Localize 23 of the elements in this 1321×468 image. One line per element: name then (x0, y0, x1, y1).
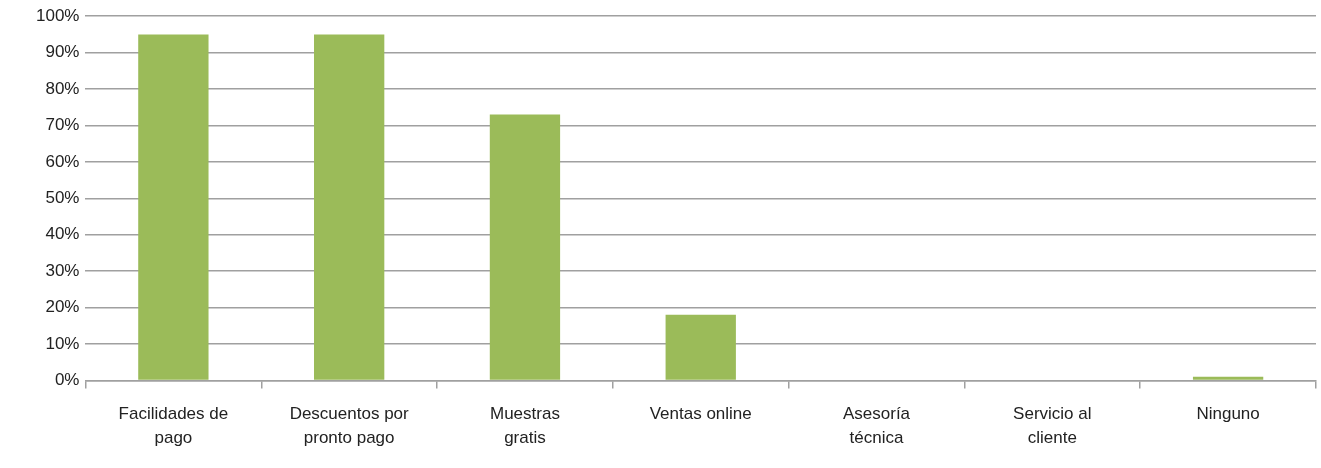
x-tick-label: Muestras gratis (489, 403, 560, 447)
y-tick-label: 60% (45, 151, 80, 171)
y-tick-label: 10% (45, 333, 80, 353)
y-tick-label: 30% (45, 260, 80, 280)
x-tick-label: Ventas online (649, 403, 752, 423)
y-tick-label: 90% (45, 42, 80, 62)
bar (138, 34, 209, 380)
y-tick-label: 0% (54, 370, 80, 390)
x-tick-label: Servicio al cliente (1013, 403, 1092, 447)
bar (314, 34, 385, 380)
x-tick-label: Facilidades de pago (118, 403, 229, 447)
y-tick-label: 100% (36, 5, 80, 25)
y-tick-label: 20% (45, 297, 80, 317)
bar (489, 114, 561, 380)
y-tick-label: 70% (45, 115, 80, 135)
x-tick-label: Asesoría técnica (842, 403, 911, 447)
y-tick-label: 50% (45, 187, 80, 207)
x-tick-label: Descuentos por pronto pago (289, 403, 410, 447)
bar (1192, 376, 1264, 380)
y-tick-label: 40% (45, 224, 80, 244)
y-tick-label: 80% (45, 78, 80, 98)
x-tick-label: Ninguno (1196, 403, 1260, 423)
bar (665, 314, 736, 380)
